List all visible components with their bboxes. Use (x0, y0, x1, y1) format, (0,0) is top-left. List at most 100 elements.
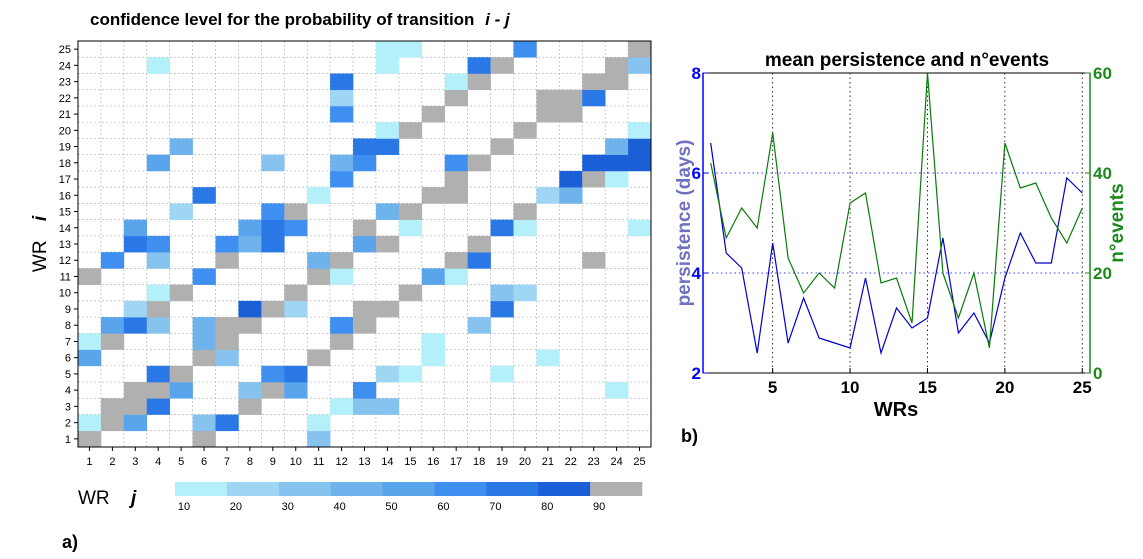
heatmap-cell (375, 122, 400, 139)
colorbar-label: 50 (385, 501, 397, 513)
heatmap-cell (146, 382, 170, 399)
heatmap-cell (559, 105, 583, 123)
heatmap-x-tick-label: 3 (132, 456, 138, 468)
heatmap-cell (261, 365, 285, 383)
heatmap-x-tick-label: 13 (358, 456, 370, 468)
heatmap-y-tick-label: 15 (59, 207, 71, 219)
heatmap-cell (238, 219, 262, 237)
line-left-ticks: 2 4 6 8 (692, 64, 708, 383)
heatmap-y-tick-label: 18 (59, 158, 71, 170)
heatmap-cell (444, 252, 468, 269)
heatmap-cell (330, 268, 354, 285)
line-x-ticks: 5 10 15 20 25 (768, 368, 1092, 397)
heatmap-cell (398, 365, 423, 383)
heatmap-y-tick-label: 6 (65, 353, 71, 365)
heatmap-cell (238, 235, 262, 253)
heatmap-x-tick-label: 18 (473, 456, 485, 468)
heatmap-cell (215, 252, 239, 269)
colorbar-label: 60 (437, 501, 449, 513)
heatmap-cell (284, 382, 308, 399)
heatmap-cell (490, 300, 514, 318)
heatmap-cell (307, 430, 331, 448)
heatmap-cell (307, 268, 331, 285)
heatmap-x-tick-label: 24 (610, 456, 622, 468)
heatmap-cell (421, 349, 446, 367)
heatmap-cell (353, 300, 377, 318)
heatmap-cell (375, 41, 400, 58)
heatmap-cell (353, 235, 377, 253)
colorbar-swatch (486, 482, 539, 496)
heatmap-cell (192, 414, 216, 432)
heatmap-cell (330, 105, 354, 123)
heatmap-y-tick-label: 10 (59, 288, 71, 300)
heatmap-cell (353, 219, 377, 237)
heatmap-cell (261, 219, 285, 237)
heatmap-x-tick-label: 21 (542, 456, 554, 468)
colorbar-label: 20 (230, 501, 242, 513)
line-right-tick-label: 60 (1093, 64, 1112, 83)
heatmap-cell (78, 430, 102, 448)
colorbar-swatch (278, 482, 331, 496)
line-x-tick-label: 25 (1073, 378, 1092, 397)
heatmap-x-tick-label: 11 (313, 456, 324, 468)
heatmap-cell (536, 105, 560, 123)
heatmap-y-tick-label: 12 (59, 255, 71, 267)
heatmap-x-tick-label: 4 (155, 456, 161, 468)
heatmap-cell (628, 154, 652, 172)
heatmap-cell (605, 382, 629, 399)
heatmap-cell (100, 398, 125, 415)
heatmap-y-tick-label: 9 (65, 304, 71, 316)
heatmap-cell (559, 89, 583, 107)
heatmap-cell (467, 73, 491, 91)
heatmap-x-tick-label: 6 (201, 456, 207, 468)
heatmap-cell (467, 57, 491, 74)
heatmap-cell (330, 89, 354, 107)
panel-a-label: a) (62, 532, 78, 552)
heatmap-cell (353, 398, 377, 415)
colorbar-swatch (330, 482, 383, 496)
line-right-tick-label: 20 (1093, 264, 1112, 283)
heatmap-cell (605, 138, 629, 155)
heatmap-cell (582, 252, 606, 269)
heatmap-xlabel-text: WR (78, 488, 110, 509)
heatmap-cell (123, 235, 148, 253)
heatmap-cell (307, 187, 331, 204)
line-ylabel-left: persistence (days) (674, 140, 695, 307)
heatmap-cell (490, 284, 514, 302)
heatmap-cell (192, 268, 216, 285)
colorbar-swatch (538, 482, 591, 496)
heatmap-y-tick-label: 11 (60, 271, 71, 283)
heatmap-cell (100, 414, 125, 432)
colorbar-label: 70 (489, 501, 501, 513)
colorbar-label: 90 (593, 501, 605, 513)
heatmap-cell (215, 235, 239, 253)
heatmap-cell (261, 154, 285, 172)
heatmap-cell (146, 57, 170, 74)
heatmap-ylabel: WR i (30, 215, 51, 272)
heatmap-y-tick-label: 5 (65, 369, 71, 381)
heatmap-x-tick-label: 5 (178, 456, 184, 468)
heatmap-cell (307, 349, 331, 367)
colorbar-label: 40 (334, 501, 346, 513)
panel-b-label: b) (681, 426, 698, 446)
heatmap-cell (284, 284, 308, 302)
heatmap-cell (215, 414, 239, 432)
heatmap-cell (398, 284, 423, 302)
heatmap-cell (146, 317, 170, 334)
heatmap-cell (421, 105, 446, 123)
heatmap-x-tick-label: 17 (450, 456, 462, 468)
heatmap-cell (375, 365, 400, 383)
line-panel: mean persistence and n°events 5 10 15 20 25 … (674, 50, 1128, 446)
heatmap-cell (513, 219, 537, 237)
heatmap-cell (375, 57, 400, 74)
heatmap-y-tick-label: 2 (65, 418, 71, 430)
heatmap-cell (375, 398, 400, 415)
colorbar: 10 20 30 40 50 60 70 80 90 (175, 482, 643, 513)
heatmap-cell (490, 138, 514, 155)
heatmap-title-text: confidence level for the probability of … (90, 10, 474, 29)
line-left-tick-label: 8 (692, 64, 701, 83)
heatmap-cell (398, 122, 423, 139)
heatmap-y-tick-label: 14 (59, 223, 71, 235)
heatmap-x-tick-label: 20 (519, 456, 531, 468)
heatmap-y-tick-label: 24 (59, 60, 71, 72)
